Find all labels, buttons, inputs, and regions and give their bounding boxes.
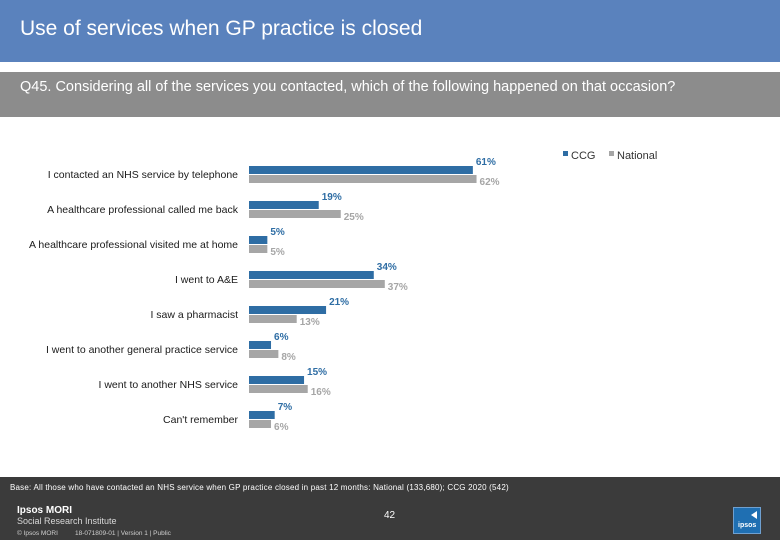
question-bar: Q45. Considering all of the services you… bbox=[0, 72, 780, 117]
category-label: I contacted an NHS service by telephone bbox=[48, 169, 238, 181]
category-label: I went to another general practice servi… bbox=[46, 344, 238, 356]
category-label: A healthcare professional called me back bbox=[47, 204, 239, 216]
ccg-legend-label: CCG bbox=[571, 150, 595, 162]
ccg-value-label: 19% bbox=[322, 192, 342, 203]
national-bar bbox=[249, 385, 308, 393]
national-bar bbox=[249, 315, 297, 323]
ccg-bar bbox=[249, 201, 319, 209]
ccg-value-label: 7% bbox=[278, 402, 293, 413]
national-bar bbox=[249, 420, 272, 428]
category-label: A healthcare professional visited me at … bbox=[29, 239, 238, 251]
national-bar bbox=[249, 210, 341, 218]
badge-text: ipsos bbox=[738, 522, 757, 529]
question-text: Q45. Considering all of the services you… bbox=[20, 79, 676, 95]
ccg-bar bbox=[249, 271, 374, 279]
page-title: Use of services when GP practice is clos… bbox=[20, 17, 423, 40]
title-bar: Use of services when GP practice is clos… bbox=[0, 0, 780, 62]
bar-chart: I contacted an NHS service by telephone 6… bbox=[29, 150, 657, 433]
document-reference: 18-071809-01 | Version 1 | Public bbox=[75, 530, 171, 537]
logo-line-2: Social Research Institute bbox=[17, 516, 117, 526]
national-value-label: 8% bbox=[281, 352, 296, 363]
national-bar bbox=[249, 350, 279, 358]
national-value-label: 37% bbox=[388, 282, 408, 293]
page-number: 42 bbox=[384, 510, 396, 521]
ccg-value-label: 5% bbox=[270, 227, 285, 238]
ccg-bar bbox=[249, 376, 305, 384]
national-value-label: 62% bbox=[480, 177, 500, 188]
category-label: I went to A&E bbox=[175, 274, 238, 286]
ccg-bar bbox=[249, 411, 275, 419]
national-bar bbox=[249, 280, 385, 288]
copyright-text: © Ipsos MORI bbox=[17, 530, 58, 537]
category-label: Can't remember bbox=[163, 414, 238, 426]
logo-line-1: Ipsos MORI bbox=[17, 505, 73, 516]
ccg-value-label: 15% bbox=[307, 367, 327, 378]
national-bar bbox=[249, 175, 477, 183]
ccg-bar bbox=[249, 236, 268, 244]
national-value-label: 25% bbox=[344, 212, 364, 223]
ccg-bar bbox=[249, 166, 473, 174]
national-value-label: 6% bbox=[274, 422, 289, 433]
ipsos-mori-logo: Ipsos MORI Social Research Institute bbox=[17, 505, 117, 526]
national-bar bbox=[249, 245, 268, 253]
ccg-bar bbox=[249, 341, 272, 349]
badge-triangle-icon bbox=[751, 511, 757, 519]
ccg-bar bbox=[249, 306, 327, 314]
base-note: Base: All those who have contacted an NH… bbox=[10, 483, 509, 492]
national-value-label: 13% bbox=[300, 317, 320, 328]
category-label: I saw a pharmacist bbox=[150, 309, 238, 321]
national-value-label: 16% bbox=[311, 387, 331, 398]
ccg-value-label: 6% bbox=[274, 332, 289, 343]
category-label: I went to another NHS service bbox=[99, 379, 239, 391]
ipsos-badge-icon: ipsos bbox=[733, 507, 761, 534]
national-legend-label: National bbox=[617, 150, 657, 162]
ccg-value-label: 21% bbox=[329, 297, 349, 308]
ccg-legend-swatch bbox=[563, 151, 568, 156]
footer: Base: All those who have contacted an NH… bbox=[0, 477, 780, 540]
ccg-value-label: 34% bbox=[377, 262, 397, 273]
national-legend-swatch bbox=[609, 151, 614, 156]
national-value-label: 5% bbox=[270, 247, 285, 258]
ccg-value-label: 61% bbox=[476, 157, 496, 168]
